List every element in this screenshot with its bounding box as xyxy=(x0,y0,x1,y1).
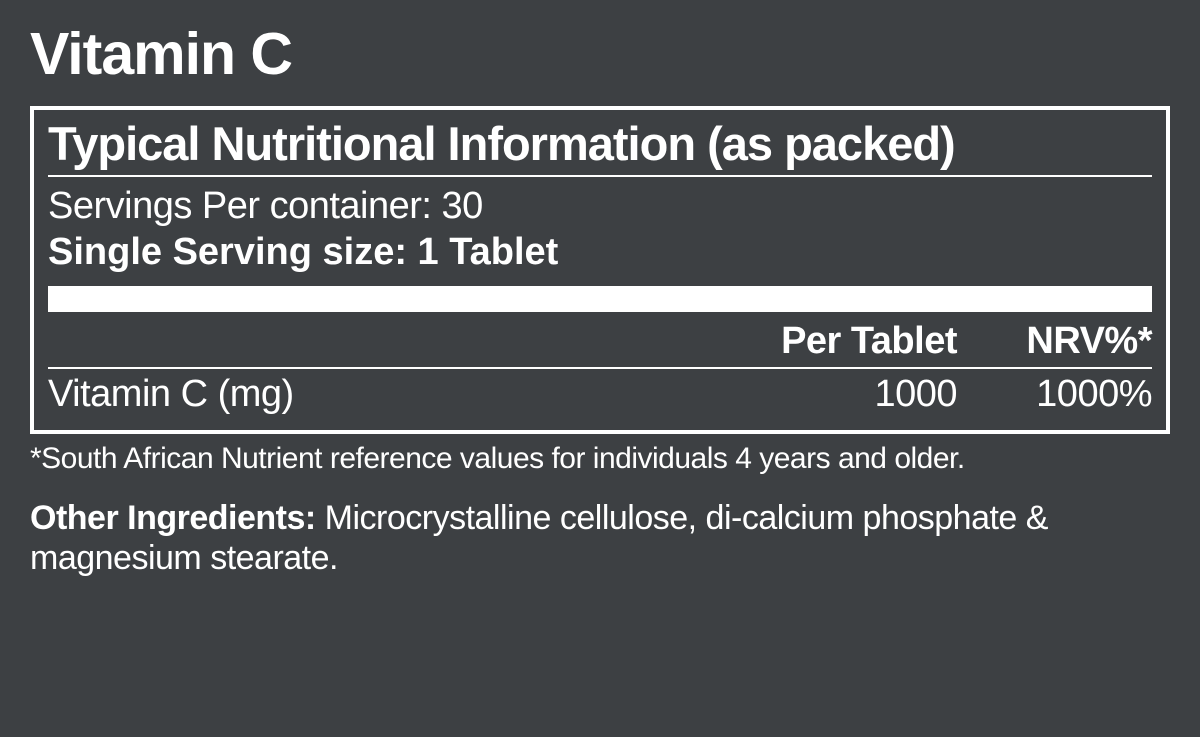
servings-per-container: Servings Per container: 30 xyxy=(48,183,1152,231)
table-header-row: Per Tablet NRV%* xyxy=(48,320,1152,369)
column-header-nrv: NRV%* xyxy=(957,320,1152,363)
table-row: Vitamin C (mg) 1000 1000% xyxy=(48,369,1152,416)
product-title: Vitamin C xyxy=(30,20,1170,88)
nutrient-name: Vitamin C (mg) xyxy=(48,373,692,416)
nutrition-panel: Typical Nutritional Information (as pack… xyxy=(30,106,1170,434)
other-ingredients-label: Other Ingredients: xyxy=(30,499,316,537)
nrv-footnote: *South African Nutrient reference values… xyxy=(30,442,1170,476)
nutrient-per-tablet: 1000 xyxy=(692,373,957,416)
column-header-per-tablet: Per Tablet xyxy=(692,320,957,363)
panel-title: Typical Nutritional Information (as pack… xyxy=(48,116,1152,177)
divider-bar xyxy=(48,286,1152,312)
nutrient-nrv: 1000% xyxy=(957,373,1152,416)
single-serving-size: Single Serving size: 1 Tablet xyxy=(48,231,1152,274)
other-ingredients: Other Ingredients: Microcrystalline cell… xyxy=(30,498,1170,580)
